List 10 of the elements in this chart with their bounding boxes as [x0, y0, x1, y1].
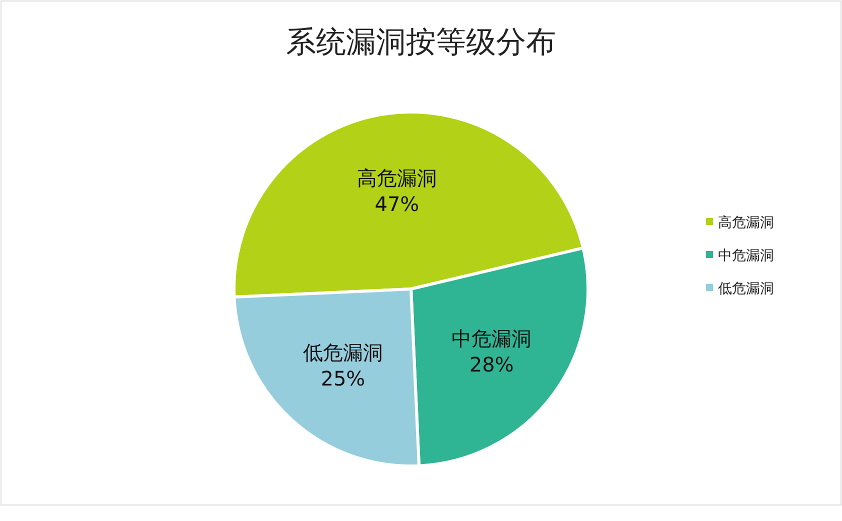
data-label: 25% — [320, 366, 366, 391]
slice-label: 低危漏洞 — [302, 340, 383, 365]
chart-title: 系统漏洞按等级分布 — [286, 25, 556, 60]
slice-label: 高危漏洞 — [356, 166, 437, 190]
data-label: 47% — [374, 192, 420, 216]
legend-label: 中危漏洞 — [718, 248, 774, 264]
slice-label: 中危漏洞 — [452, 326, 532, 351]
legend-label: 低危漏洞 — [718, 281, 774, 297]
legend-label: 高危漏洞 — [718, 215, 774, 231]
data-label: 28% — [469, 352, 514, 377]
